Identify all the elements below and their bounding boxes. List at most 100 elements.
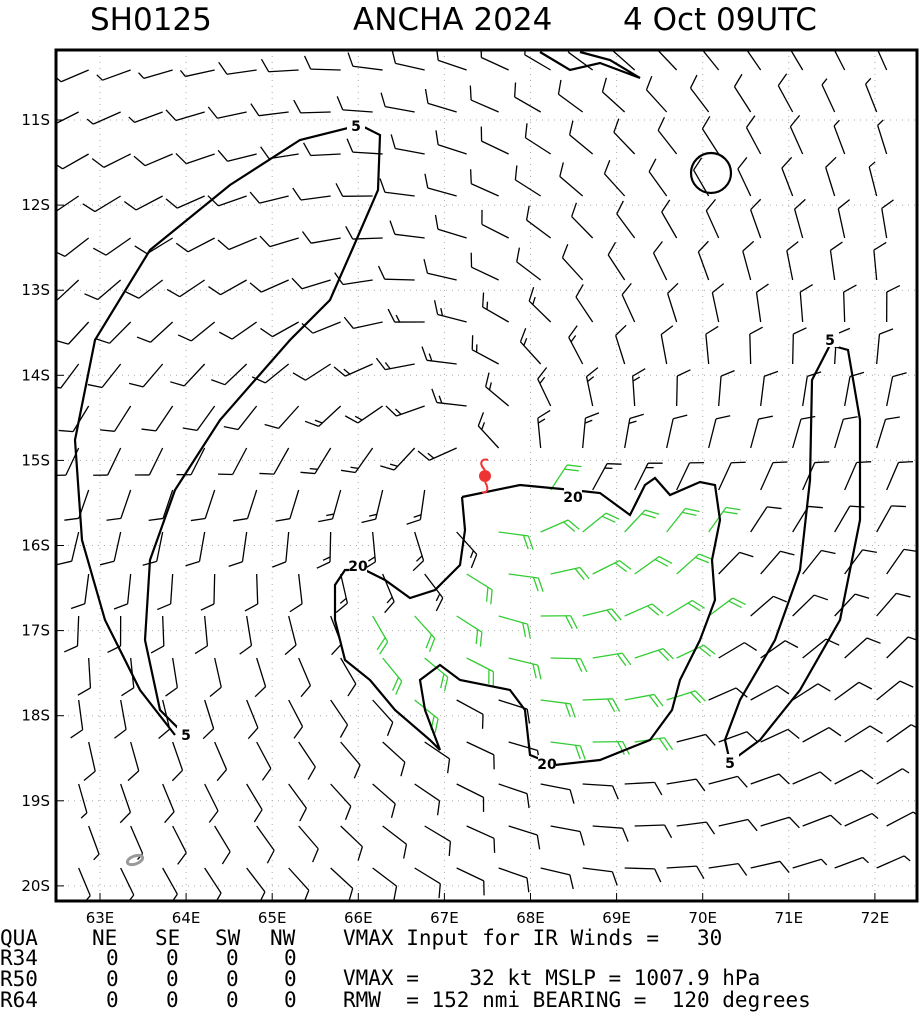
barb-staff — [273, 447, 290, 475]
barb — [70, 699, 84, 739]
barb-staff — [624, 781, 655, 785]
barb-staff — [745, 127, 762, 155]
barb-tick — [896, 592, 911, 598]
barb-tick — [293, 99, 302, 114]
barb — [127, 741, 140, 782]
barb-staff — [456, 783, 484, 798]
barb — [466, 741, 495, 770]
barb — [886, 284, 901, 323]
barb-staff — [109, 321, 132, 344]
barb-staff — [88, 741, 96, 772]
contour-label-bg — [821, 331, 839, 347]
barb-tick — [617, 741, 625, 755]
barb-tick — [742, 240, 755, 252]
barb-staff — [876, 680, 901, 701]
lat-label: 16S — [21, 537, 50, 555]
barb-staff — [481, 140, 509, 155]
barb-tick — [386, 722, 394, 737]
barb — [652, 241, 668, 281]
barb-staff — [120, 489, 132, 519]
barb-staff — [825, 167, 836, 197]
barb-staff — [705, 210, 720, 239]
barb-tick — [488, 382, 492, 391]
barb — [749, 326, 763, 365]
barb-staff — [793, 208, 804, 239]
barb-tick — [537, 418, 546, 424]
barb-staff — [256, 657, 267, 687]
barb-tick — [694, 690, 706, 702]
barb-staff — [582, 867, 613, 873]
barb — [298, 741, 316, 780]
barb — [120, 867, 135, 901]
barb-tick — [696, 865, 705, 880]
barb-staff — [103, 153, 131, 168]
table-cell: 0 — [166, 967, 179, 991]
barb-tick — [569, 703, 576, 718]
barb-tick — [56, 251, 66, 257]
barb-staff — [130, 825, 144, 854]
barb-staff — [550, 825, 581, 833]
barb — [708, 687, 748, 701]
barb-tick — [435, 597, 444, 612]
barb-staff — [162, 489, 174, 519]
lon-label: 71E — [775, 909, 804, 927]
barb-tick — [339, 724, 349, 738]
barb-staff — [834, 769, 862, 785]
barb-tick — [527, 535, 534, 550]
barb-staff — [750, 685, 778, 701]
barb-tick — [211, 379, 226, 386]
barb — [676, 733, 716, 746]
barb-staff — [624, 867, 655, 870]
barb-staff — [256, 573, 259, 605]
barb-staff — [498, 867, 528, 879]
barb-staff — [298, 573, 303, 604]
barb-staff — [667, 293, 678, 323]
barb — [95, 321, 132, 344]
barb-staff — [456, 699, 484, 715]
barb — [792, 505, 823, 533]
barb-tick — [194, 645, 208, 655]
barb-tick — [575, 284, 584, 298]
barb — [592, 463, 622, 491]
contour-line — [723, 343, 862, 763]
barb-staff — [661, 211, 678, 239]
barb-staff — [516, 261, 542, 281]
barb — [284, 615, 297, 656]
barb — [621, 282, 636, 323]
barb — [876, 680, 914, 701]
barb-tick — [380, 92, 386, 107]
barb-tick — [862, 549, 877, 554]
barb-staff — [218, 195, 247, 207]
barb — [372, 699, 394, 737]
barb-tick — [384, 362, 391, 370]
barb-tick — [106, 517, 121, 521]
barb-staff — [228, 237, 257, 251]
barb-tick — [794, 198, 806, 210]
barb-tick — [415, 555, 423, 562]
barb-staff — [481, 223, 509, 239]
barb — [656, 50, 678, 71]
barb-tick — [622, 741, 630, 755]
barb — [56, 321, 90, 345]
barb-tick — [526, 793, 530, 809]
barb-tick — [392, 677, 400, 691]
barb-tick — [435, 593, 441, 602]
barb — [750, 415, 773, 449]
barb — [249, 279, 289, 293]
barb-tick — [490, 589, 493, 605]
barb-tick — [395, 314, 401, 323]
barb-staff — [301, 279, 331, 290]
barb-staff — [666, 418, 674, 449]
barb — [829, 241, 843, 281]
barb-staff — [162, 867, 178, 895]
barb-staff — [97, 279, 122, 300]
barb-tick — [662, 648, 674, 660]
barb-staff — [384, 191, 415, 197]
barb-staff — [352, 65, 383, 71]
barb — [64, 489, 90, 521]
barb-tick — [525, 205, 530, 221]
barb-tick — [892, 372, 907, 378]
barb-staff — [214, 825, 231, 853]
barb-tick — [77, 687, 91, 696]
barb — [389, 220, 425, 239]
